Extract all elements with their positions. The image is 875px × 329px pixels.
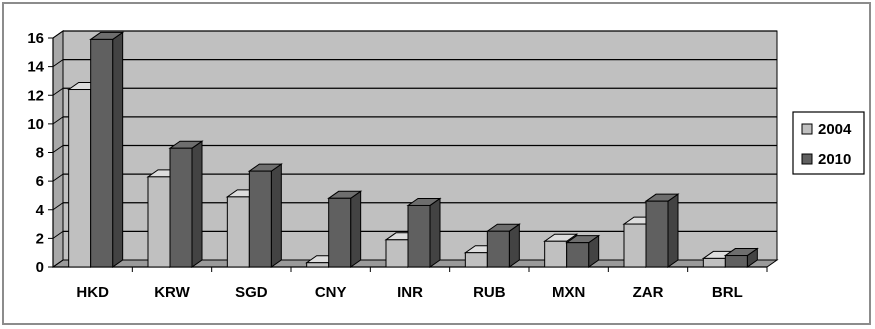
gridline-diag [52, 59, 64, 68]
gridline-diag [52, 173, 64, 182]
bar-rub-2010 [485, 223, 521, 268]
bar-side-face [191, 140, 203, 268]
bars [67, 31, 759, 268]
x-tick-label-inr: INR [397, 284, 423, 301]
bar-front-face [226, 196, 250, 268]
bar-front-face [306, 262, 330, 268]
bar-front-face [169, 147, 193, 268]
gridline-diag [52, 230, 64, 239]
legend-swatch-2010 [801, 153, 813, 165]
y-tick-label: 10 [27, 116, 44, 133]
bar-cny-2010 [327, 190, 363, 268]
bar-front-face [464, 252, 488, 268]
bar-front-face [486, 230, 510, 268]
bar-sgd-2010 [247, 163, 283, 268]
gridline-diag [52, 30, 64, 39]
legend: 2004 2010 [792, 111, 865, 175]
x-tick-labels: HKD KRW SGD CNY INR RUB MXN ZAR BRL [76, 284, 742, 301]
bar-front-face [407, 204, 431, 268]
bar-front-face [623, 223, 647, 268]
bar-side-face [429, 197, 441, 268]
bar-side-face [350, 190, 362, 268]
x-tick-label-cny: CNY [315, 284, 347, 301]
bar-front-face [544, 240, 568, 268]
bar-side-face [112, 31, 124, 268]
y-tick-label: 6 [36, 173, 44, 190]
bar-front-face [248, 170, 272, 268]
y-tick-label: 0 [36, 259, 44, 276]
bar-front-face [328, 197, 352, 268]
bar-inr-2010 [406, 197, 442, 268]
y-tick-label: 2 [36, 230, 44, 247]
x-tick-label-krw: KRW [154, 284, 190, 301]
bar-zar-2010 [644, 193, 680, 268]
bar-front-face [702, 257, 726, 268]
bar-front-face [147, 176, 171, 268]
bar-brl-2010 [723, 247, 759, 268]
bar-side-face [270, 163, 282, 268]
bar-krw-2010 [168, 140, 204, 268]
x-tick-label-zar: ZAR [633, 284, 664, 301]
gridline-diag [52, 116, 64, 125]
x-tick-label-mxn: MXN [552, 284, 585, 301]
bar-front-face [724, 255, 748, 268]
bar-front-face [385, 239, 409, 268]
y-tick-labels: 0 2 4 6 8 10 12 14 16 [27, 30, 44, 276]
gridline-diag [52, 87, 64, 96]
legend-swatch-2004 [801, 123, 813, 135]
y-tick-label: 12 [27, 87, 44, 104]
bar-front-face [645, 200, 669, 268]
y-tick-label: 8 [36, 145, 44, 162]
gridline-diag [52, 145, 64, 153]
bar-hkd-2010 [89, 31, 125, 268]
gridline-diag [52, 202, 64, 211]
gridline-diag [52, 259, 64, 268]
x-tick-label-sgd: SGD [235, 284, 268, 301]
y-tick-label: 16 [27, 30, 44, 47]
x-tick-label-rub: RUB [473, 284, 506, 301]
legend-label-2010: 2010 [818, 151, 851, 168]
bar-front-face [68, 89, 92, 268]
x-tick-label-brl: BRL [712, 284, 743, 301]
bar-mxn-2010 [565, 234, 601, 268]
x-tick-label-hkd: HKD [76, 284, 109, 301]
y-tick-label: 4 [36, 202, 45, 219]
legend-label-2004: 2004 [818, 121, 852, 138]
bar-front-face [90, 38, 114, 268]
bar-side-face [667, 193, 679, 268]
bar-front-face [566, 242, 590, 268]
y-tick-label: 14 [27, 59, 44, 76]
